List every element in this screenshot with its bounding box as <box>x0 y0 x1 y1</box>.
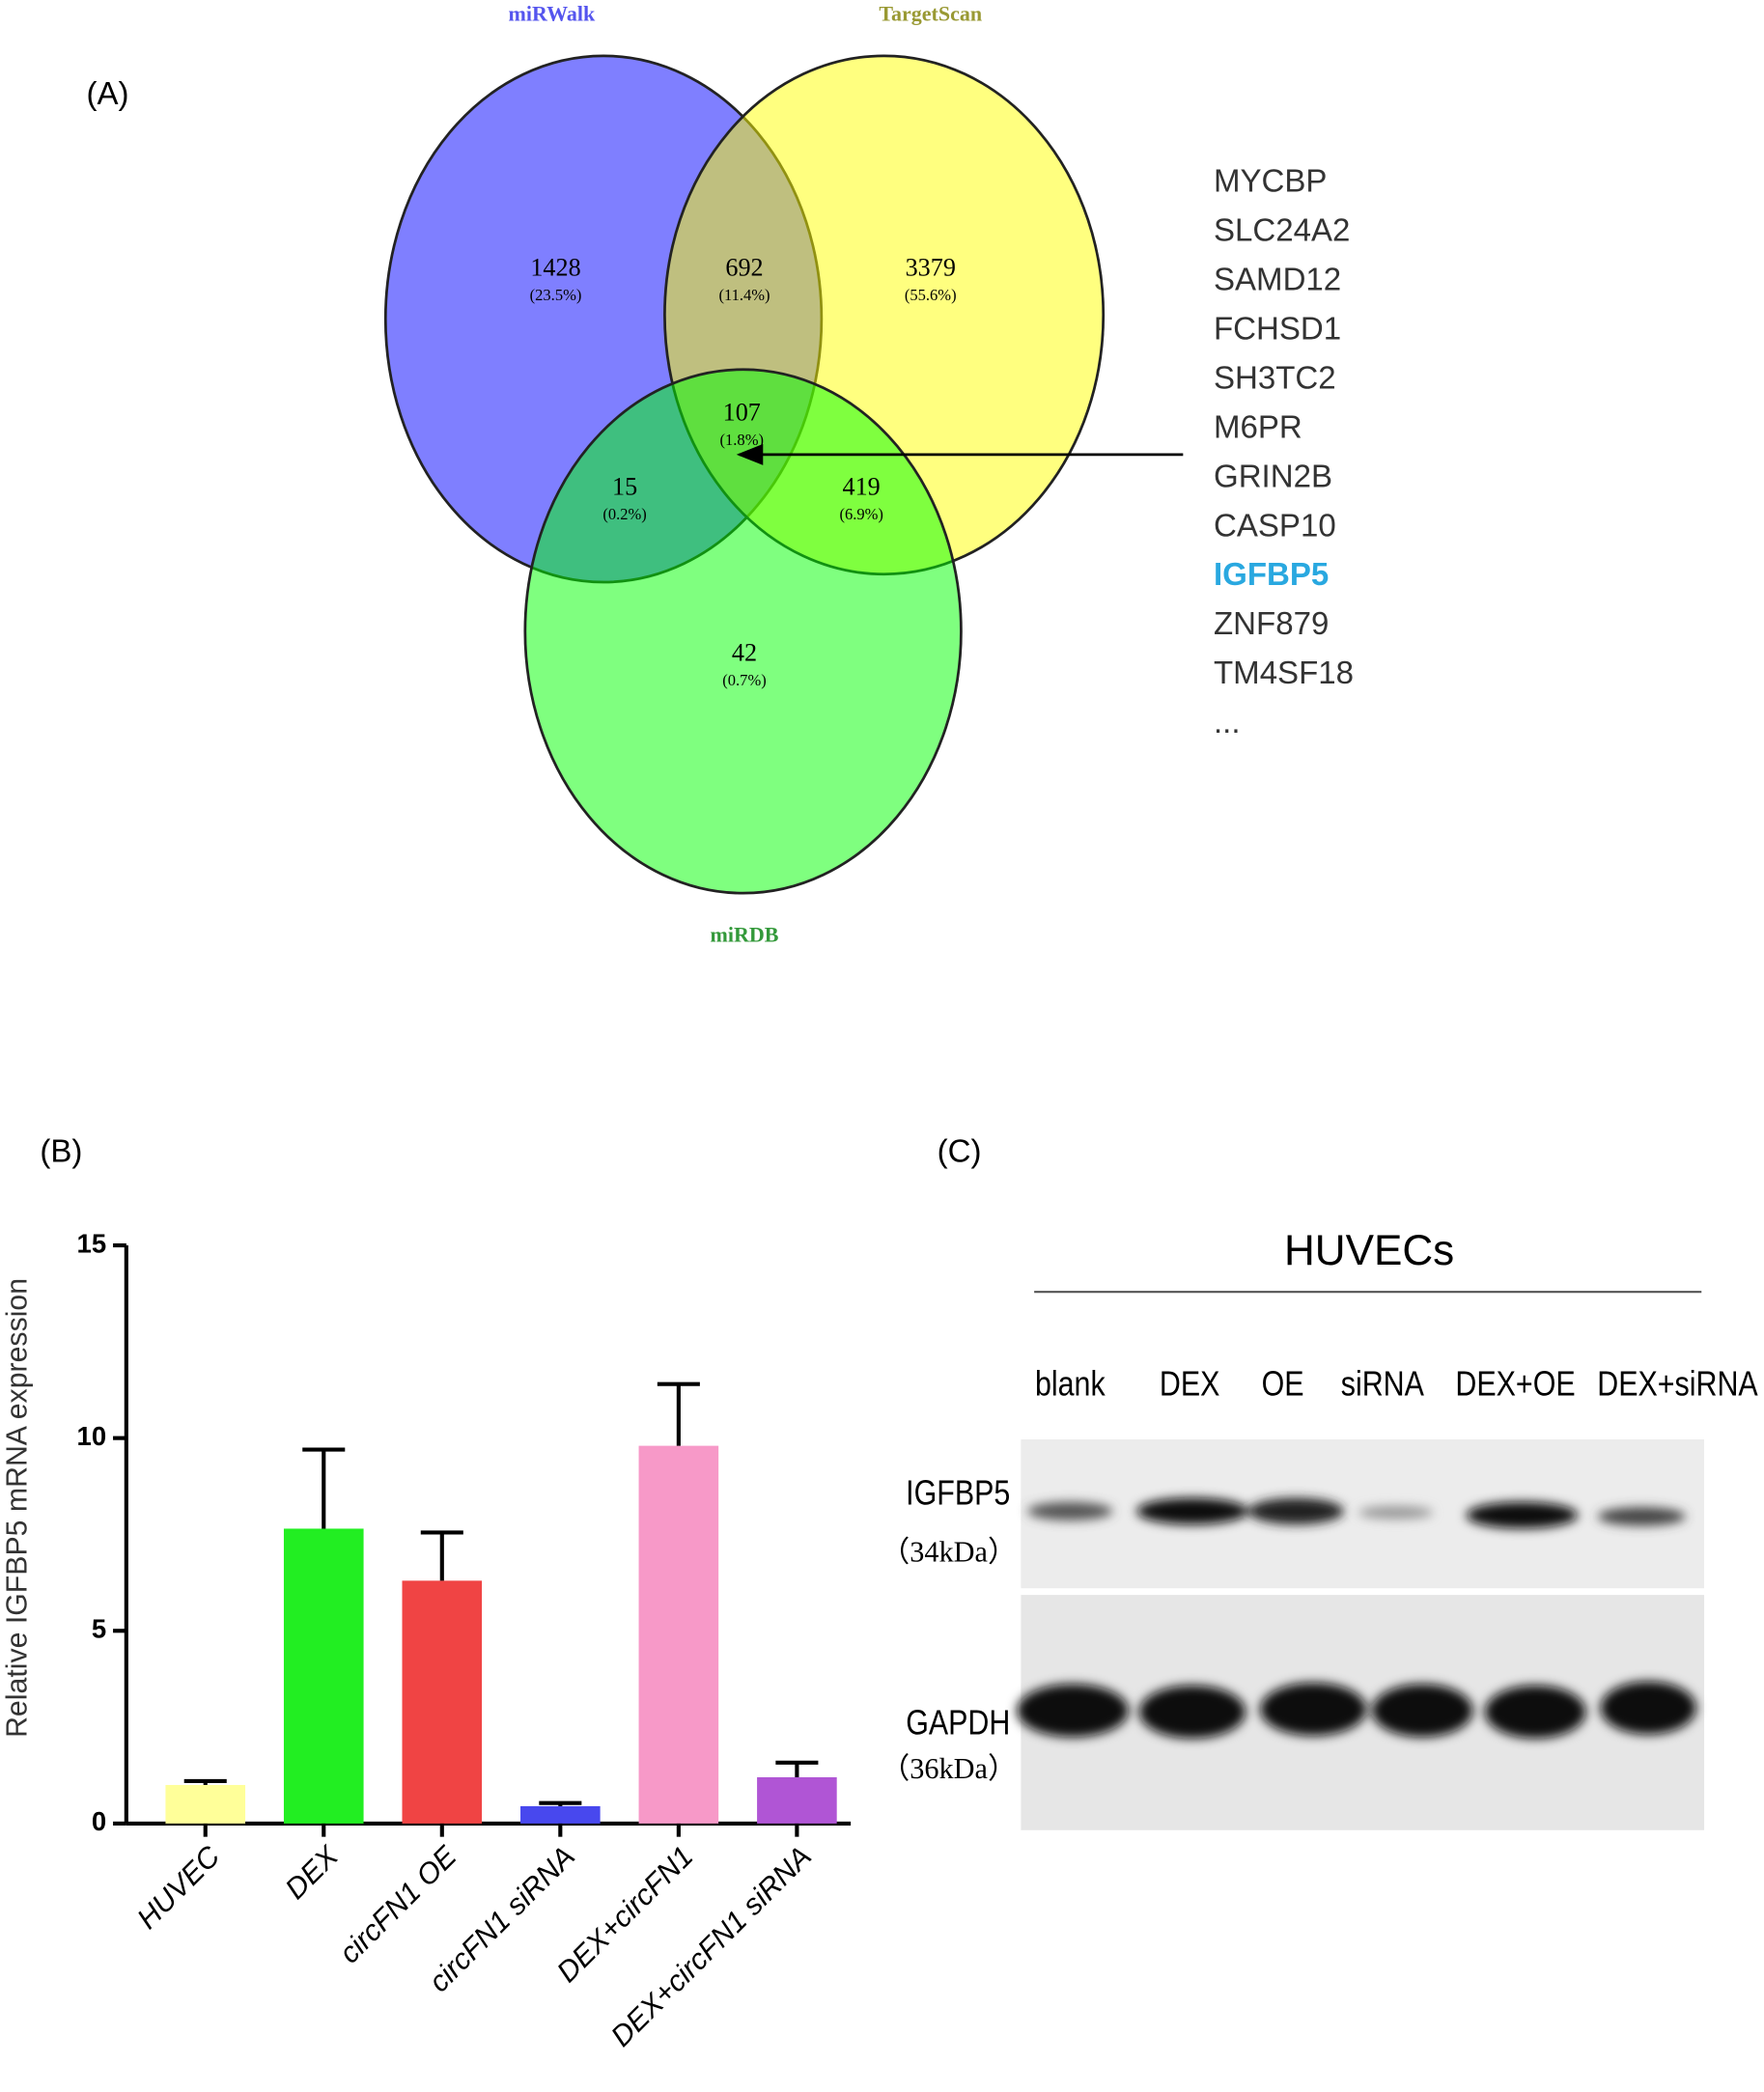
gene: TM4SF18 <box>1214 655 1354 691</box>
gene: MYCBP <box>1214 164 1327 200</box>
lane-label: DEX+siRNA <box>1597 1365 1758 1404</box>
panel-label: (B) <box>40 1134 82 1170</box>
lane-label: DEX <box>1160 1365 1220 1404</box>
band <box>1597 1507 1686 1526</box>
y-tick-label: 0 <box>92 1806 106 1836</box>
band <box>1247 1497 1344 1525</box>
venn-circle <box>523 368 963 895</box>
band <box>1466 1501 1579 1529</box>
gene: IGFBP5 <box>1214 557 1329 593</box>
blot-title: HUVECs <box>1284 1227 1454 1274</box>
y-tick-label: 10 <box>77 1421 107 1451</box>
gene: M6PR <box>1214 409 1302 445</box>
region-count: 1428 <box>530 253 580 281</box>
protein-size: （36kDa） <box>881 1752 1017 1785</box>
region-percent: (0.7%) <box>722 671 766 689</box>
gene: CASP10 <box>1214 508 1336 544</box>
region-percent: (11.4%) <box>718 286 770 304</box>
band <box>1484 1685 1586 1739</box>
region-count: 419 <box>843 473 881 501</box>
bar <box>165 1784 246 1824</box>
region-percent: (6.9%) <box>839 505 882 523</box>
bar <box>283 1528 364 1824</box>
panel-label: (A) <box>87 76 129 112</box>
region-count: 692 <box>725 253 763 281</box>
x-tick-label: DEX+circFN1 siRNA <box>605 1840 818 2052</box>
protein-size: （34kDa） <box>881 1536 1017 1569</box>
band <box>1260 1682 1367 1737</box>
band <box>1138 1685 1246 1739</box>
gene: SLC24A2 <box>1214 213 1350 249</box>
protein-name: IGFBP5 <box>906 1474 1010 1513</box>
band <box>1027 1501 1113 1520</box>
bar <box>757 1776 837 1824</box>
band <box>1136 1497 1248 1525</box>
x-tick-label: HUVEC <box>131 1840 227 1936</box>
gene: GRIN2B <box>1214 459 1332 494</box>
gene: ... <box>1214 705 1241 740</box>
x-tick-label: circFN1 OE <box>333 1840 462 1969</box>
set-label: TargetScan <box>879 2 982 26</box>
lane-label: blank <box>1035 1365 1106 1404</box>
set-label: miRDB <box>711 923 779 947</box>
band <box>1600 1681 1696 1735</box>
panel-label: (C) <box>938 1134 982 1170</box>
band <box>1017 1684 1129 1738</box>
gene: SAMD12 <box>1214 263 1341 298</box>
gene: SH3TC2 <box>1214 360 1336 396</box>
band <box>1371 1684 1473 1738</box>
region-percent: (23.5%) <box>530 286 582 304</box>
y-axis-label: Relative IGFBP5 mRNA expression <box>1 1278 33 1738</box>
region-percent: (1.8%) <box>720 431 764 449</box>
protein-name: GAPDH <box>906 1704 1010 1743</box>
bands <box>1017 1497 1696 1739</box>
x-tick-label: DEX <box>280 1839 347 1906</box>
band <box>1358 1505 1434 1520</box>
gene: FCHSD1 <box>1214 312 1341 348</box>
region-percent: (0.2%) <box>602 505 646 523</box>
lane-label: DEX+OE <box>1455 1365 1575 1404</box>
y-tick-label: 15 <box>77 1228 107 1258</box>
region-percent: (55.6%) <box>905 286 957 304</box>
lane-label: siRNA <box>1341 1365 1425 1404</box>
gene: ZNF879 <box>1214 606 1329 642</box>
lane-label: OE <box>1262 1365 1304 1404</box>
region-count: 3379 <box>906 253 956 281</box>
bar <box>402 1580 483 1824</box>
y-tick-label: 5 <box>92 1614 106 1644</box>
region-count: 107 <box>723 399 761 427</box>
region-count: 15 <box>612 473 637 501</box>
bar <box>638 1445 719 1824</box>
region-count: 42 <box>732 639 757 667</box>
set-label: miRWalk <box>509 2 597 26</box>
bar <box>520 1805 601 1824</box>
